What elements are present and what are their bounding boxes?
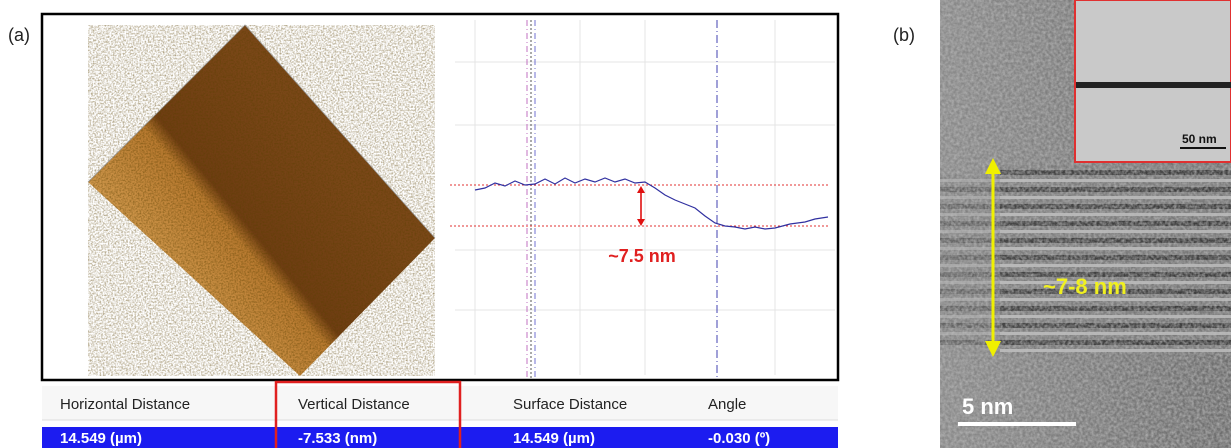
- table-cell: -7.533 (nm): [298, 430, 377, 447]
- figure: (a) ~7.5 nm Horizontal Distance Vertical…: [0, 0, 1231, 448]
- annotation: ~7.5 nm: [608, 246, 676, 266]
- table-cell: -0.030 (º): [708, 430, 770, 447]
- measurement-table: Horizontal Distance Vertical Distance Su…: [42, 382, 838, 448]
- scale-bar-label: 50 nm: [1182, 132, 1217, 146]
- table-header: Angle: [708, 396, 746, 413]
- table-header: Horizontal Distance: [60, 396, 190, 413]
- scale-bar-label: 5 nm: [962, 394, 1013, 419]
- table-header: Surface Distance: [513, 396, 627, 413]
- panel-label: (a): [8, 25, 30, 45]
- table-cell: 14.549 (µm): [513, 430, 595, 447]
- table-header: Vertical Distance: [298, 396, 410, 413]
- annotation: ~7-8 nm: [1043, 274, 1127, 299]
- table-cell: 14.549 (µm): [60, 430, 142, 447]
- panel-label: (b): [893, 25, 915, 45]
